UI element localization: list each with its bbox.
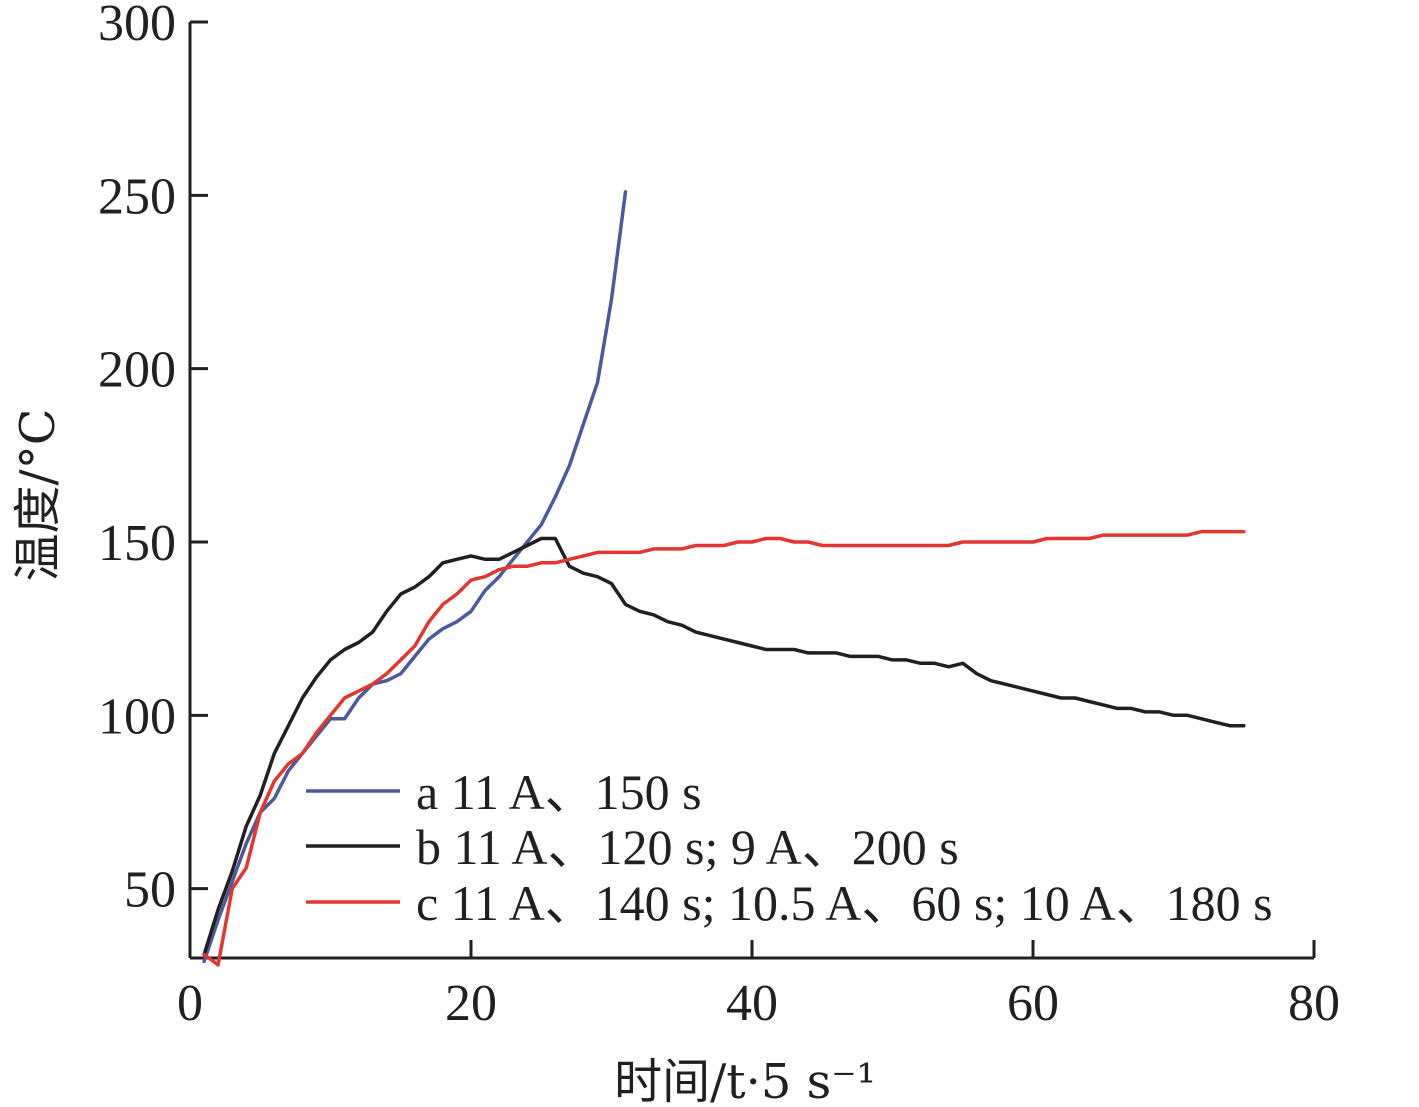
y-tick-label: 100 xyxy=(98,688,176,745)
x-tick-label: 80 xyxy=(1288,975,1340,1032)
x-tick-label: 0 xyxy=(177,975,203,1032)
series-line-b xyxy=(202,536,1246,957)
y-tick-label: 200 xyxy=(98,342,176,399)
legend-item: a 11 A、150 s xyxy=(306,764,702,820)
ticks xyxy=(188,20,1316,958)
legend-item: b 11 A、120 s; 9 A、200 s xyxy=(306,819,959,875)
series-lines xyxy=(202,190,1246,967)
series-line-c xyxy=(202,529,1246,967)
legend-item: c 11 A、140 s; 10.5 A、60 s; 10 A、180 s xyxy=(306,875,1273,931)
axes xyxy=(188,22,1314,960)
y-axis-title: 温度/°C xyxy=(10,409,66,582)
x-axis-title: 时间/t·5 s⁻¹ xyxy=(614,1054,876,1107)
legend-label: a 11 A、150 s xyxy=(416,764,702,820)
x-tick-label: 40 xyxy=(726,975,778,1032)
tick-labels: 50 100 150 200 250 300 0 20 40 60 80 xyxy=(98,0,1340,1032)
series-line-a xyxy=(202,190,628,964)
y-tick-label: 250 xyxy=(98,168,176,225)
x-tick-label: 60 xyxy=(1007,975,1059,1032)
y-tick-label: 300 xyxy=(98,0,176,52)
legend-label: c 11 A、140 s; 10.5 A、60 s; 10 A、180 s xyxy=(416,875,1273,931)
legend-label: b 11 A、120 s; 9 A、200 s xyxy=(416,819,959,875)
legend: a 11 A、150 sb 11 A、120 s; 9 A、200 sc 11 … xyxy=(306,764,1273,931)
y-tick-label: 50 xyxy=(124,862,176,919)
x-tick-label: 20 xyxy=(445,975,497,1032)
y-tick-label: 150 xyxy=(98,515,176,572)
